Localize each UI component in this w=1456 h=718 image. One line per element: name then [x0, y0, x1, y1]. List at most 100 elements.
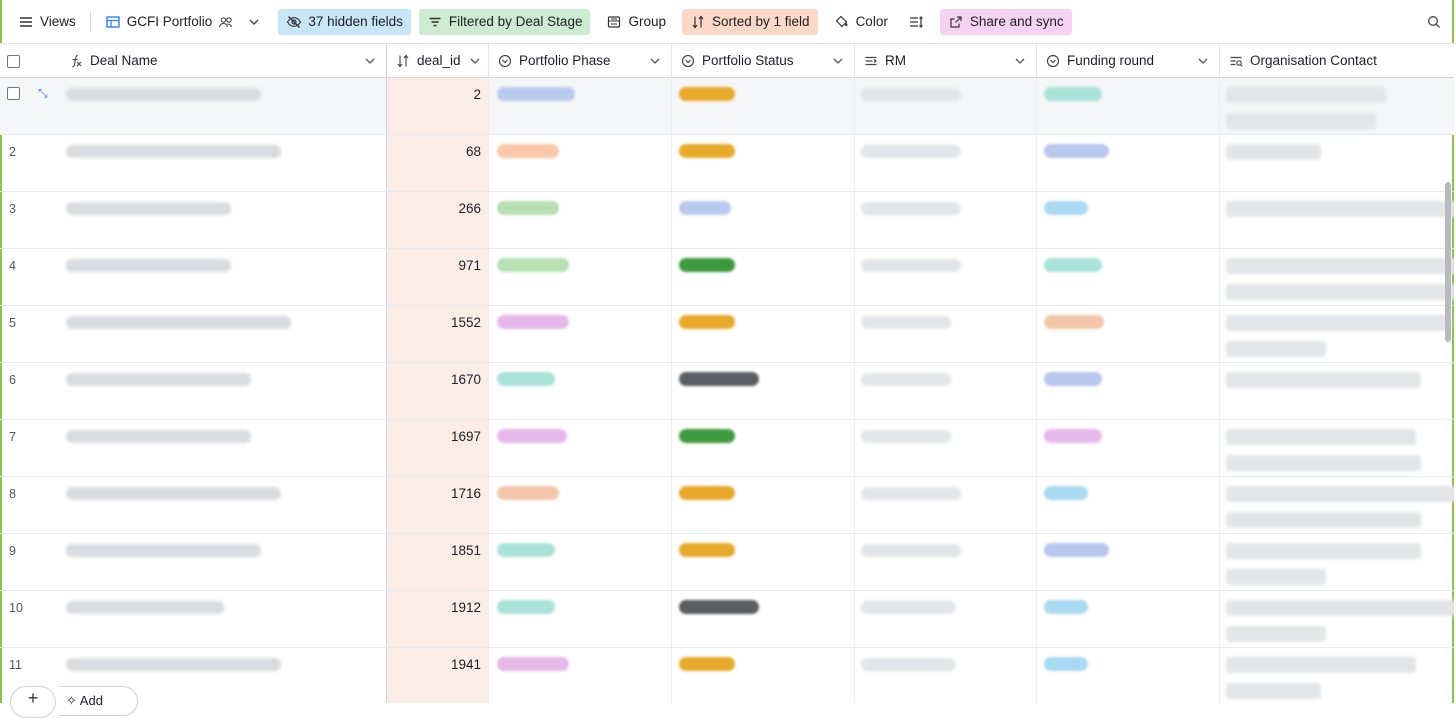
row-number-cell[interactable]: 4: [0, 249, 60, 305]
portfolio-status-cell[interactable]: [672, 420, 855, 476]
deal-id-cell[interactable]: 1697: [387, 420, 489, 476]
group-button[interactable]: Group: [598, 9, 674, 35]
chevron-down-icon[interactable]: [1012, 53, 1028, 69]
rm-cell[interactable]: [855, 135, 1037, 191]
column-header-portfolio-phase[interactable]: Portfolio Phase: [489, 44, 672, 77]
funding-round-cell[interactable]: [1037, 648, 1220, 703]
row-height-button[interactable]: [900, 9, 932, 35]
portfolio-status-cell[interactable]: [672, 249, 855, 305]
select-all-checkbox[interactable]: [7, 55, 20, 68]
table-row[interactable]: 10 1912: [0, 591, 1454, 648]
row-number-cell[interactable]: 7: [0, 420, 60, 476]
rm-cell[interactable]: [855, 78, 1037, 134]
views-button[interactable]: Views: [10, 9, 84, 35]
table-row[interactable]: ⤡ 2: [0, 78, 1454, 135]
portfolio-phase-cell[interactable]: [489, 420, 672, 476]
funding-round-cell[interactable]: [1037, 591, 1220, 647]
deal-id-cell[interactable]: 266: [387, 192, 489, 248]
column-header-funding-round[interactable]: Funding round: [1037, 44, 1220, 77]
rm-cell[interactable]: [855, 249, 1037, 305]
funding-round-cell[interactable]: [1037, 306, 1220, 362]
table-row[interactable]: 2 68: [0, 135, 1454, 192]
organisation-contact-cell[interactable]: [1220, 648, 1454, 703]
hidden-fields-button[interactable]: 37 hidden fields: [278, 8, 411, 35]
add-field-button[interactable]: ✧ Add: [58, 686, 138, 716]
deal-name-cell[interactable]: [60, 363, 387, 419]
table-row[interactable]: 11 1941: [0, 648, 1454, 703]
rm-cell[interactable]: [855, 477, 1037, 533]
row-checkbox[interactable]: [7, 87, 20, 100]
table-row[interactable]: 4 971: [0, 249, 1454, 306]
portfolio-phase-cell[interactable]: [489, 78, 672, 134]
funding-round-cell[interactable]: [1037, 477, 1220, 533]
row-number-cell[interactable]: 5: [0, 306, 60, 362]
portfolio-phase-cell[interactable]: [489, 648, 672, 703]
organisation-contact-cell[interactable]: [1220, 306, 1454, 362]
rm-cell[interactable]: [855, 534, 1037, 590]
deal-name-cell[interactable]: [60, 192, 387, 248]
table-row[interactable]: 3 266: [0, 192, 1454, 249]
portfolio-phase-cell[interactable]: [489, 477, 672, 533]
row-number-cell[interactable]: 3: [0, 192, 60, 248]
portfolio-status-cell[interactable]: [672, 363, 855, 419]
funding-round-cell[interactable]: [1037, 363, 1220, 419]
organisation-contact-cell[interactable]: [1220, 192, 1454, 248]
chevron-down-icon[interactable]: [830, 53, 846, 69]
portfolio-phase-cell[interactable]: [489, 249, 672, 305]
portfolio-status-cell[interactable]: [672, 477, 855, 533]
row-number-cell[interactable]: 8: [0, 477, 60, 533]
color-button[interactable]: Color: [826, 9, 896, 35]
organisation-contact-cell[interactable]: [1220, 249, 1454, 305]
table-row[interactable]: 8 1716: [0, 477, 1454, 534]
portfolio-phase-cell[interactable]: [489, 192, 672, 248]
table-row[interactable]: 7 1697: [0, 420, 1454, 477]
rm-cell[interactable]: [855, 363, 1037, 419]
vertical-scrollbar[interactable]: [1445, 182, 1451, 342]
organisation-contact-cell[interactable]: [1220, 363, 1454, 419]
deal-id-cell[interactable]: 1912: [387, 591, 489, 647]
column-header-portfolio-status[interactable]: Portfolio Status: [672, 44, 855, 77]
funding-round-cell[interactable]: [1037, 420, 1220, 476]
chevron-down-icon[interactable]: [467, 53, 483, 69]
organisation-contact-cell[interactable]: [1220, 534, 1454, 590]
organisation-contact-cell[interactable]: [1220, 78, 1454, 134]
portfolio-phase-cell[interactable]: [489, 534, 672, 590]
sort-button[interactable]: Sorted by 1 field: [682, 8, 818, 35]
row-number-cell[interactable]: 10: [0, 591, 60, 647]
funding-round-cell[interactable]: [1037, 78, 1220, 134]
rm-cell[interactable]: [855, 591, 1037, 647]
portfolio-phase-cell[interactable]: [489, 135, 672, 191]
share-sync-button[interactable]: Share and sync: [939, 8, 1072, 35]
column-header-deal-name[interactable]: Deal Name: [60, 44, 387, 77]
portfolio-status-cell[interactable]: [672, 78, 855, 134]
deal-name-cell[interactable]: [60, 591, 387, 647]
deal-name-cell[interactable]: [60, 78, 387, 134]
portfolio-phase-cell[interactable]: [489, 591, 672, 647]
deal-id-cell[interactable]: 1851: [387, 534, 489, 590]
portfolio-phase-cell[interactable]: [489, 306, 672, 362]
deal-id-cell[interactable]: 1670: [387, 363, 489, 419]
rm-cell[interactable]: [855, 420, 1037, 476]
rm-cell[interactable]: [855, 648, 1037, 703]
portfolio-status-cell[interactable]: [672, 591, 855, 647]
deal-id-cell[interactable]: 68: [387, 135, 489, 191]
organisation-contact-cell[interactable]: [1220, 477, 1454, 533]
row-number-cell[interactable]: 2: [0, 135, 60, 191]
deal-name-cell[interactable]: [60, 420, 387, 476]
filter-button[interactable]: Filtered by Deal Stage: [418, 8, 591, 35]
column-header-deal-id[interactable]: deal_id: [387, 44, 489, 77]
portfolio-status-cell[interactable]: [672, 648, 855, 703]
deal-id-cell[interactable]: 971: [387, 249, 489, 305]
expand-row-icon[interactable]: ⤡: [38, 86, 48, 100]
deal-name-cell[interactable]: [60, 534, 387, 590]
chevron-down-icon[interactable]: [362, 53, 378, 69]
organisation-contact-cell[interactable]: [1220, 135, 1454, 191]
rm-cell[interactable]: [855, 306, 1037, 362]
portfolio-status-cell[interactable]: [672, 192, 855, 248]
table-view-selector[interactable]: GCFI Portfolio: [97, 9, 271, 35]
deal-id-cell[interactable]: 2: [387, 78, 489, 134]
deal-name-cell[interactable]: [60, 249, 387, 305]
portfolio-status-cell[interactable]: [672, 306, 855, 362]
row-number-cell[interactable]: 11: [0, 648, 60, 703]
deal-name-cell[interactable]: [60, 477, 387, 533]
